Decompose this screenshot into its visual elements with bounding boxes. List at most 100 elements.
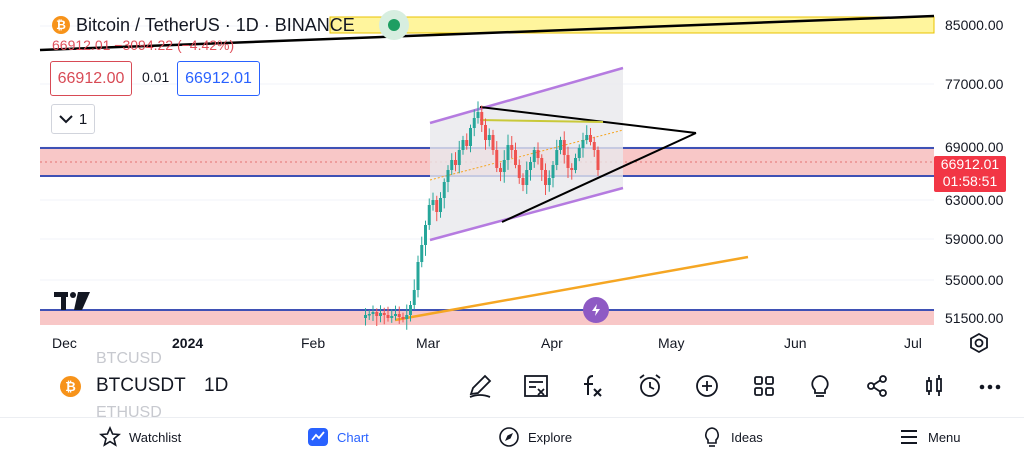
ideas-bulb-icon[interactable] — [806, 372, 834, 400]
candle-body — [506, 145, 510, 160]
timeframe-selector[interactable]: 1D — [204, 375, 229, 396]
share-icon[interactable] — [863, 372, 891, 400]
candle-body — [379, 313, 382, 316]
candle-body — [510, 145, 514, 150]
candle-body — [405, 315, 409, 319]
collapse-indicators-button[interactable]: 1 — [51, 104, 95, 134]
chevron-down-icon — [59, 115, 73, 124]
candle-body — [540, 158, 544, 170]
candle-body — [559, 140, 562, 150]
triangle-bottom — [501, 132, 697, 223]
candle-body — [502, 160, 506, 172]
candle-body — [570, 168, 574, 170]
hamburger-menu-icon — [901, 430, 917, 444]
bottom-navigation: Watchlist Chart Explore Ideas Menu — [0, 417, 1024, 458]
candle-body — [390, 316, 394, 318]
triangle-top — [479, 106, 697, 134]
ghost-symbol-below: ETHUSD — [96, 404, 162, 421]
bitcoin-logo-icon: ₿ — [52, 16, 70, 34]
candle-body — [416, 262, 420, 290]
chart-area[interactable]: ₿ Bitcoin / TetherUS · 1D · BINANCE 6691… — [0, 0, 1024, 355]
nav-ideas-label: Ideas — [731, 429, 763, 445]
buy-button[interactable]: 66912.01 — [177, 61, 260, 96]
nav-watchlist-label: Watchlist — [129, 429, 182, 445]
price-label: 69000.00 — [945, 139, 1004, 155]
candle-body — [544, 170, 547, 185]
nav-watchlist[interactable]: Watchlist — [99, 426, 181, 448]
candle-body — [457, 150, 461, 165]
flash-icon[interactable] — [583, 297, 609, 323]
candle-body — [461, 140, 465, 150]
candle-body — [562, 140, 566, 155]
nav-menu[interactable]: Menu — [898, 426, 961, 448]
candle-body — [465, 140, 469, 146]
candle-body — [371, 312, 375, 314]
candle-body — [585, 135, 589, 140]
candle-body — [480, 112, 484, 125]
candle-body — [397, 314, 401, 317]
star-icon — [99, 426, 121, 447]
candle-body — [424, 225, 427, 245]
candle-body — [476, 112, 480, 118]
pencil-icon[interactable] — [466, 372, 494, 400]
chart-toolbar: BTCUSD ETHUSD — [0, 350, 1024, 421]
nav-explore[interactable]: Explore — [498, 426, 572, 448]
symbol-title[interactable]: Bitcoin / TetherUS · 1D · BINANCE — [76, 14, 355, 35]
candle-body — [409, 305, 412, 315]
candle-body — [469, 128, 472, 146]
candle-body — [427, 205, 431, 225]
candle-body — [420, 245, 424, 262]
candle-body — [555, 150, 559, 165]
candle-body — [566, 155, 570, 168]
bar-countdown: 01:58:51 — [942, 173, 998, 189]
sell-button[interactable]: 66912.00 — [50, 61, 132, 96]
price-label: 77000.00 — [945, 76, 1004, 92]
candle-body — [577, 148, 581, 158]
add-icon[interactable] — [693, 372, 721, 400]
candle-body — [382, 313, 386, 315]
layout-icon[interactable] — [750, 372, 778, 400]
candle-body — [484, 125, 487, 140]
candle-body — [581, 140, 585, 148]
lightning-icon — [592, 304, 600, 316]
bitcoin-logo-icon: ₿ — [60, 376, 81, 397]
alert-clock-icon[interactable] — [636, 372, 664, 400]
candle-body — [386, 315, 390, 318]
nav-ideas[interactable]: Ideas — [701, 426, 763, 448]
settings-gear-icon[interactable] — [966, 331, 992, 355]
candle-body — [532, 150, 536, 162]
market-status-icon[interactable] — [378, 10, 409, 40]
time-label: 2024 — [172, 335, 204, 351]
nav-chart[interactable]: Chart — [307, 426, 369, 448]
more-icon[interactable] — [976, 372, 1004, 400]
time-label: Feb — [301, 335, 326, 351]
candle-body — [491, 135, 495, 150]
candle-body — [514, 150, 517, 165]
time-label: Dec — [52, 335, 77, 351]
fx-icon[interactable] — [579, 372, 607, 400]
indicators-icon[interactable] — [522, 372, 550, 400]
chart-canvas[interactable] — [0, 0, 1024, 355]
candle-body — [367, 314, 371, 316]
price-label: 59000.00 — [945, 231, 1004, 247]
time-label: Mar — [416, 335, 441, 351]
black-trendline — [39, 14, 935, 52]
candle-body — [446, 170, 450, 182]
lightbulb-icon — [705, 427, 719, 447]
candle-body — [450, 160, 454, 170]
candle-body — [487, 135, 491, 140]
price-label: 63000.00 — [945, 192, 1004, 208]
candle-body — [472, 118, 476, 128]
candle-body — [551, 165, 555, 178]
price-label: 85000.00 — [945, 17, 1004, 33]
chart-style-icon[interactable] — [920, 372, 948, 400]
candle-body — [521, 178, 525, 185]
candle-body — [412, 290, 416, 305]
spread-value: 0.01 — [142, 69, 170, 85]
last-price: 66912.01 — [940, 156, 1000, 172]
candle-body — [495, 150, 499, 168]
candle-body — [439, 198, 442, 212]
candle-body — [525, 170, 529, 185]
symbol-selector[interactable]: BTCUSDT — [96, 375, 186, 396]
symbol-header[interactable]: ₿ Bitcoin / TetherUS · 1D · BINANCE — [52, 10, 409, 40]
